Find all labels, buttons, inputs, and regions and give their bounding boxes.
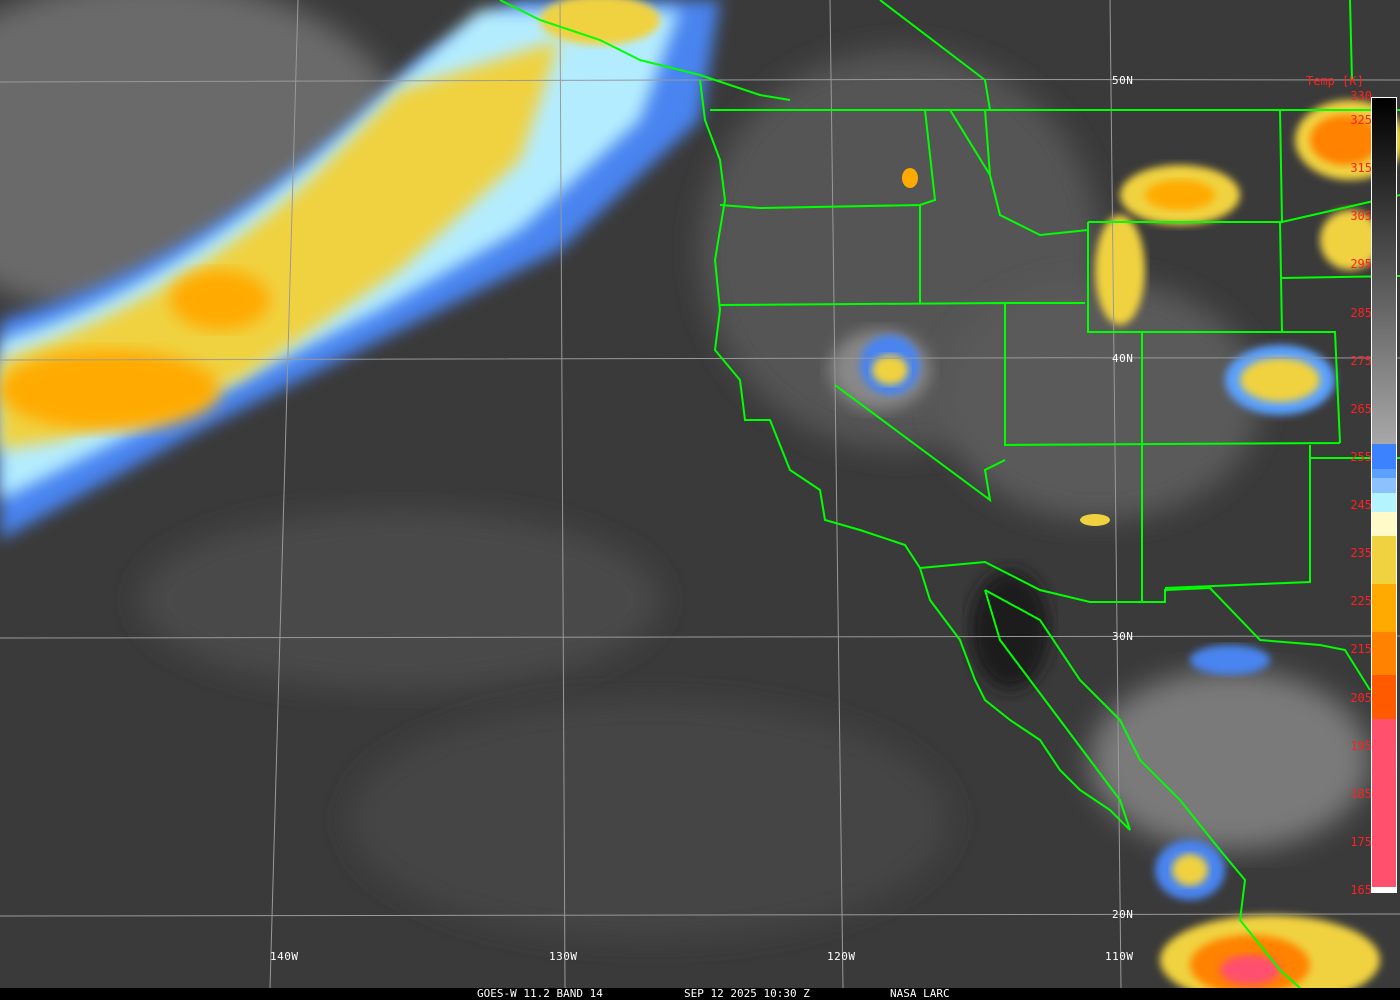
label-lon-130w: 130W: [549, 950, 578, 963]
colorbar-tick-label: 305: [1350, 209, 1372, 224]
colorbar-segment: [1372, 887, 1396, 892]
colorbar-tick-label: 185: [1350, 786, 1372, 801]
label-lat-20n: 20N: [1112, 908, 1134, 921]
label-lon-120w: 120W: [827, 950, 856, 963]
colorbar-tick-label: 255: [1350, 449, 1372, 464]
us-west-coast: [699, 79, 921, 569]
temperature-colorbar: [1371, 97, 1397, 893]
grid-line-40n: [0, 357, 1400, 361]
label-lon-140w: 140W: [270, 950, 299, 963]
product-label: GOES-W 11.2 BAND 14: [477, 987, 603, 1000]
bc-coast: [499, 0, 791, 101]
colorbar-segment: [1372, 492, 1396, 512]
image-caption-bar: GOES-W 11.2 BAND 14 SEP 12 2025 10:30 Z …: [0, 988, 1400, 1000]
colorbar-segment: [1372, 511, 1396, 536]
convective-clouds: [860, 100, 1400, 1000]
label-lat-30n: 30N: [1112, 630, 1134, 643]
colorbar-segment: [1372, 478, 1396, 493]
label-lon-110w: 110W: [1105, 950, 1134, 963]
colorbar-tick-label: 325: [1350, 113, 1372, 128]
colorbar-segment: [1372, 675, 1396, 719]
datetime-label: SEP 12 2025 10:30 Z: [684, 987, 810, 1000]
colorbar-tick-label: 215: [1350, 642, 1372, 657]
colorbar-tick-label: 195: [1350, 738, 1372, 753]
colorbar-tick-label: 265: [1350, 401, 1372, 416]
coastlines-and-borders: [499, 0, 1400, 989]
credit-label: NASA LARC: [890, 987, 950, 1000]
colorbar-title: Temp [K]: [1306, 74, 1364, 88]
grid-line-140w: [269, 0, 299, 989]
grid-line-20n: [0, 913, 1400, 917]
colorbar-tick-label: 225: [1350, 594, 1372, 609]
grid-line-30n: [0, 635, 1400, 639]
colorbar-tick-label: 295: [1350, 257, 1372, 272]
label-lat-40n: 40N: [1112, 352, 1134, 365]
colorbar-tick-label: 285: [1350, 305, 1372, 320]
baja-california-coast: [919, 567, 1131, 831]
colorbar-tick-label: 245: [1350, 498, 1372, 513]
cold-cloud-band: [0, 0, 720, 540]
alberta-border: [879, 0, 1353, 111]
grid-line-130w: [559, 0, 566, 989]
colorbar-tick-label: 235: [1350, 546, 1372, 561]
colorbar-tick-label: 165: [1350, 883, 1372, 897]
mexico-mainland-coast: [984, 589, 1301, 989]
colorbar-tick-label: 315: [1350, 161, 1372, 176]
colorbar-tick-label: 275: [1350, 353, 1372, 368]
grid-line-50n: [0, 78, 1400, 83]
grid-line-120w: [829, 0, 844, 989]
label-lat-50n: 50N: [1112, 74, 1134, 87]
state-borders: [719, 109, 1400, 602]
colorbar-segment: [1372, 98, 1396, 445]
colorbar-tick-label: 175: [1350, 834, 1372, 849]
grid-line-110w: [1109, 0, 1122, 989]
colorbar-segment: [1372, 718, 1396, 888]
colorbar-segment: [1372, 632, 1396, 676]
colorbar-tick-label: 330: [1350, 89, 1372, 103]
colorbar-segment: [1372, 444, 1396, 469]
colorbar-segment: [1372, 535, 1396, 584]
colorbar-segment: [1372, 584, 1396, 633]
us-mexico-border: [919, 560, 1371, 691]
colorbar-tick-label: 205: [1350, 690, 1372, 705]
colorbar-segment: [1372, 468, 1396, 479]
